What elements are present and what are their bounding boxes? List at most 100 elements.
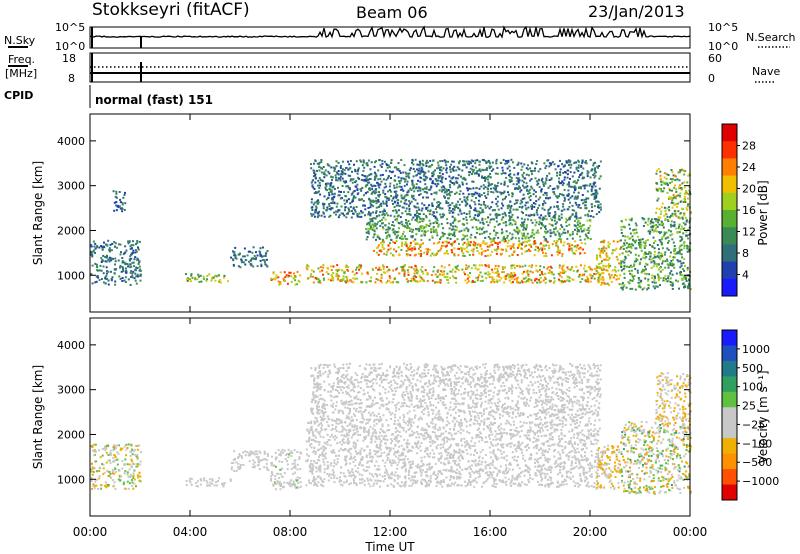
- data-cell: [390, 195, 393, 197]
- data-cell: [667, 266, 670, 269]
- data-cell: [566, 230, 569, 233]
- data-cell: [612, 240, 615, 243]
- data-cell: [96, 246, 98, 249]
- data-cell: [484, 178, 487, 180]
- data-cell: [345, 167, 347, 169]
- data-cell: [470, 249, 473, 252]
- data-cell: [511, 193, 514, 196]
- data-cell: [584, 214, 587, 217]
- y-tick-label: 2000: [57, 224, 85, 237]
- data-cell: [379, 183, 382, 186]
- data-cell: [490, 281, 493, 284]
- data-cell: [310, 214, 313, 217]
- data-cell: [361, 187, 364, 189]
- data-cell: [347, 191, 350, 194]
- data-cell: [466, 234, 469, 237]
- data-cell: [562, 182, 565, 185]
- data-cell: [523, 474, 526, 477]
- data-cell: [501, 213, 504, 216]
- data-cell: [680, 168, 683, 171]
- data-cell: [566, 242, 569, 245]
- data-cell: [450, 243, 453, 246]
- data-cell: [469, 161, 472, 164]
- data-cell: [533, 189, 536, 192]
- data-cell: [310, 201, 313, 204]
- data-cell: [560, 281, 563, 284]
- data-cell: [487, 216, 490, 219]
- data-cell: [578, 204, 581, 206]
- data-cell: [137, 246, 139, 249]
- data-cell: [508, 232, 511, 235]
- data-cell: [365, 184, 368, 187]
- data-cell: [606, 255, 609, 257]
- data-cell: [378, 268, 381, 271]
- data-cell: [450, 190, 453, 193]
- data-cell: [569, 196, 572, 199]
- data-cell: [670, 201, 673, 204]
- data-cell: [561, 209, 564, 212]
- data-cell: [378, 191, 380, 193]
- data-cell: [511, 474, 514, 477]
- data-cell: [451, 268, 454, 271]
- data-cell: [675, 205, 678, 208]
- data-cell: [462, 160, 465, 163]
- data-cell: [429, 222, 432, 225]
- data-cell: [299, 451, 302, 454]
- data-cell: [588, 229, 591, 232]
- data-cell: [423, 173, 426, 176]
- data-cell: [662, 277, 665, 280]
- data-cell: [113, 481, 116, 484]
- data-cell: [406, 225, 409, 228]
- data-cell: [558, 232, 561, 235]
- data-cell: [523, 245, 526, 248]
- data-cell: [579, 281, 582, 283]
- data-cell: [522, 228, 525, 231]
- data-cell: [490, 170, 493, 172]
- data-cell: [557, 273, 560, 275]
- data-cell: [686, 204, 689, 207]
- data-cell: [447, 197, 450, 200]
- data-cell: [237, 265, 240, 268]
- data-cell: [333, 168, 336, 171]
- data-cell: [437, 175, 440, 177]
- data-cell: [493, 278, 496, 281]
- data-cell: [281, 467, 284, 470]
- data-cell: [569, 185, 572, 188]
- data-cell: [505, 459, 508, 462]
- data-cell: [493, 237, 496, 240]
- data-cell: [501, 202, 503, 205]
- data-cell: [491, 161, 494, 164]
- data-cell: [115, 470, 118, 473]
- data-cell: [397, 214, 400, 217]
- data-cell: [251, 251, 254, 254]
- data-cell: [135, 485, 137, 488]
- data-cell: [116, 444, 119, 447]
- data-cell: [465, 160, 468, 163]
- data-cell: [385, 202, 388, 205]
- data-cell: [567, 189, 570, 192]
- data-cell: [429, 452, 432, 455]
- data-cell: [632, 275, 635, 278]
- data-cell: [332, 277, 335, 279]
- data-cell: [503, 190, 506, 193]
- data-cell: [347, 168, 350, 171]
- data-cell: [680, 236, 683, 239]
- data-cell: [682, 201, 685, 203]
- data-cell: [121, 202, 124, 204]
- data-cell: [666, 236, 669, 239]
- data-cell: [569, 268, 572, 271]
- data-cell: [531, 205, 534, 208]
- data-cell: [568, 161, 571, 163]
- data-cell: [486, 464, 489, 466]
- data-cell: [574, 225, 577, 227]
- data-cell: [425, 247, 428, 250]
- data-cell: [136, 448, 139, 451]
- data-cell: [524, 186, 527, 189]
- data-cell: [501, 166, 504, 169]
- data-cell: [264, 261, 266, 264]
- data-cell: [200, 479, 202, 482]
- data-cell: [496, 172, 499, 175]
- data-cell: [214, 275, 216, 278]
- data-cell: [619, 274, 622, 277]
- data-cell: [531, 204, 534, 207]
